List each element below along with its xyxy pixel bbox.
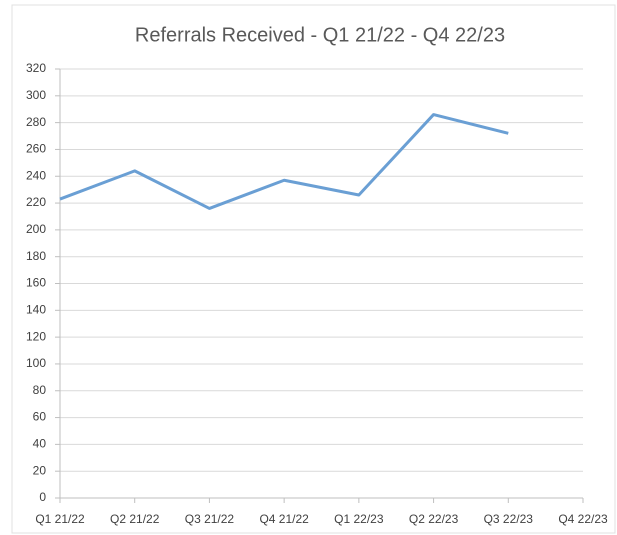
y-tick-label: 20 — [33, 463, 47, 477]
chart-border — [11, 4, 616, 534]
y-tick-label: 240 — [26, 168, 46, 182]
y-tick-label: 260 — [26, 142, 46, 156]
x-tick-label: Q4 21/22 — [259, 512, 309, 526]
y-tick-label: 220 — [26, 195, 46, 209]
y-tick-label: 120 — [26, 329, 46, 343]
y-tick-label: 0 — [39, 490, 46, 504]
data-line — [59, 113, 509, 210]
y-tick-label: 60 — [33, 410, 47, 424]
y-tick-label: 300 — [26, 88, 46, 102]
x-tick-label: Q4 22/23 — [558, 512, 608, 526]
y-tick-label: 280 — [26, 115, 46, 129]
x-tick-label: Q1 21/22 — [35, 512, 85, 526]
y-tick-label: 40 — [33, 437, 47, 451]
x-tick-label: Q2 22/23 — [409, 512, 459, 526]
chart-title: Referrals Received - Q1 21/22 - Q4 22/23 — [135, 24, 505, 46]
y-tick-label: 200 — [26, 222, 46, 236]
y-tick-label: 180 — [26, 249, 46, 263]
y-tick-label: 320 — [26, 61, 46, 75]
x-tick-label: Q3 22/23 — [484, 512, 534, 526]
x-tick-label: Q3 21/22 — [185, 512, 235, 526]
y-tick-label: 140 — [26, 302, 46, 316]
y-tick-label: 100 — [26, 356, 46, 370]
y-tick-label: 80 — [33, 383, 47, 397]
x-tick-label: Q1 22/23 — [334, 512, 384, 526]
x-tick-label: Q2 21/22 — [110, 512, 160, 526]
y-tick-label: 160 — [26, 276, 46, 290]
